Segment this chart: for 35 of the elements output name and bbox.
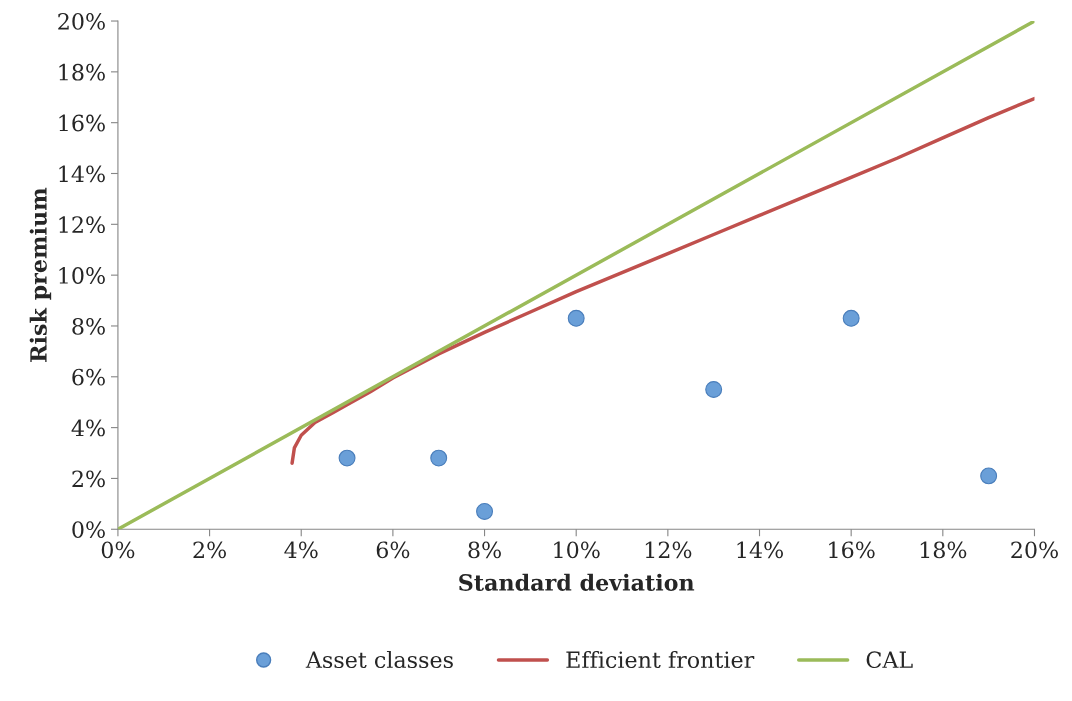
y-tick-label: 8% — [72, 317, 105, 335]
legend-label: CAL — [866, 651, 913, 669]
y-tick-label: 4% — [71, 419, 105, 437]
x-tick-label: 4% — [284, 541, 318, 559]
y-tick-label: 12% — [59, 216, 105, 234]
y-tick-label: 2% — [72, 470, 105, 488]
point — [567, 309, 585, 327]
x-tick-label: 6% — [376, 541, 410, 559]
legend-label: Efficient frontier — [566, 650, 755, 669]
x-tick-label: 8% — [468, 541, 501, 559]
x-tick-label: 2% — [193, 541, 226, 559]
y-tick-label: 14% — [59, 165, 105, 183]
x-tick-label: 16% — [829, 541, 875, 559]
y-tick-label: 16% — [59, 114, 105, 132]
legend-label: Asset classes — [305, 650, 453, 669]
x-tick-label: 10% — [554, 541, 600, 559]
x-tick-label: 20% — [1011, 541, 1058, 559]
y-tick-label: 10% — [59, 267, 105, 284]
x-tick-label: 0% — [101, 541, 135, 559]
y-tick-label: 20% — [58, 12, 105, 30]
x-axis-title: Standard deviation — [459, 573, 695, 591]
point — [842, 309, 860, 327]
y-tick-label: 6% — [72, 368, 105, 386]
y-tick-label: 0% — [72, 521, 105, 539]
point — [430, 449, 448, 467]
x-tick-label: 12% — [645, 541, 692, 559]
y-tick-label: 18% — [59, 63, 105, 81]
point — [980, 467, 998, 485]
line-series — [290, 96, 1035, 465]
point — [476, 502, 494, 520]
point — [705, 381, 723, 398]
point — [338, 449, 356, 467]
y-axis-title: Risk premium — [29, 187, 52, 362]
x-tick-label: 14% — [737, 541, 783, 559]
x-tick-label: 18% — [920, 541, 967, 559]
